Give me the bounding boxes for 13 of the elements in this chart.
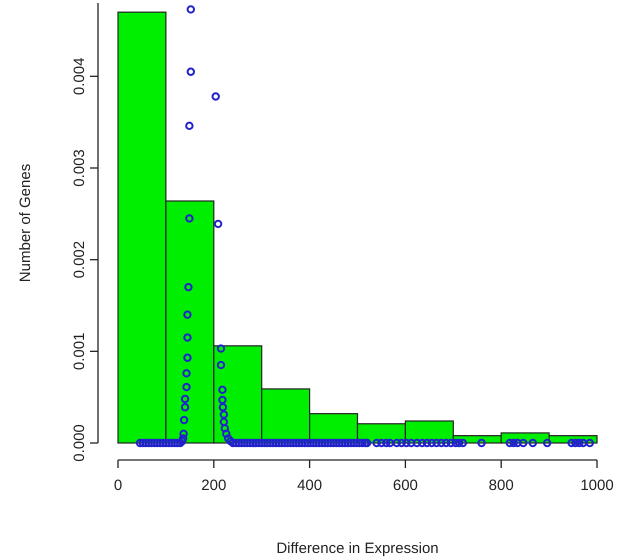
x-tick-label: 400 — [297, 477, 322, 494]
x-tick-label: 1000 — [580, 477, 614, 494]
x-axis-title: Difference in Expression — [276, 540, 439, 557]
x-tick-label: 200 — [201, 477, 226, 494]
y-tick-label: 0.001 — [71, 332, 88, 370]
y-axis-title: Number of Genes — [17, 164, 34, 282]
x-tick-label: 600 — [392, 477, 418, 494]
y-tick-label: 0.002 — [71, 240, 88, 278]
y-tick-label: 0.000 — [71, 424, 88, 462]
y-tick-label: 0.003 — [71, 149, 88, 187]
x-tick-label: 0 — [114, 477, 122, 494]
x-tick-label: 800 — [488, 477, 514, 494]
y-tick-label: 0.004 — [71, 58, 88, 96]
